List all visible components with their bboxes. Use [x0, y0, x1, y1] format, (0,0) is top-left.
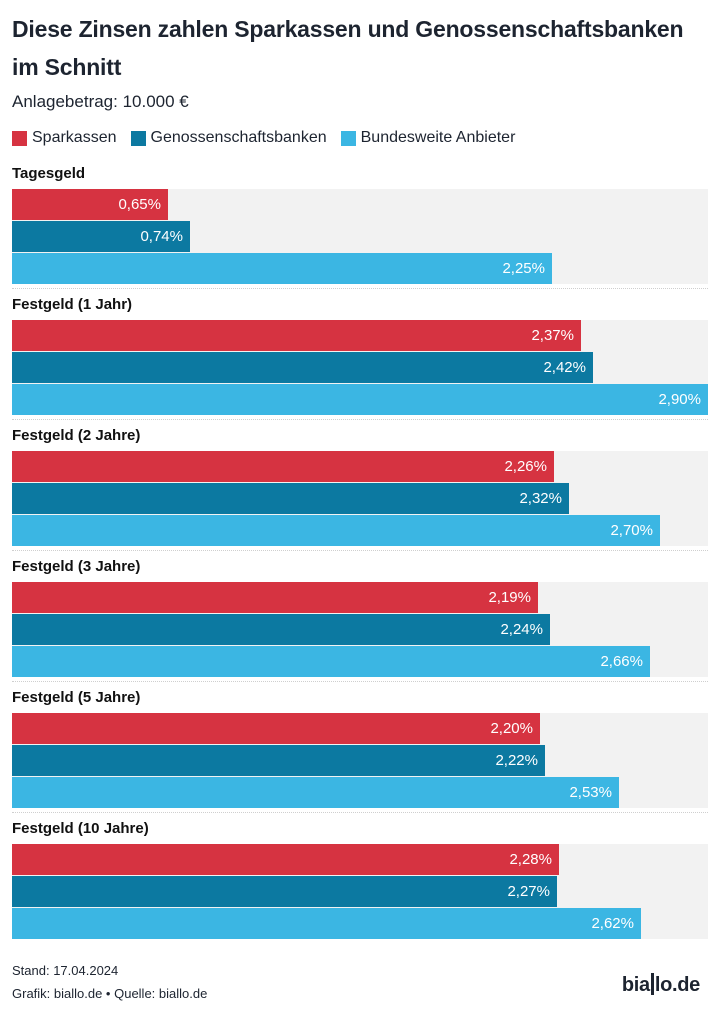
bar-genossenschaftsbanken: [12, 483, 569, 514]
data-label: 0,65%: [118, 196, 161, 213]
bar-genossenschaftsbanken: [12, 221, 190, 252]
bar-genossenschaftsbanken: [12, 876, 557, 907]
legend-swatch-bundesweite-anbieter: [340, 130, 356, 146]
bar-bundesweite-anbieter: [12, 908, 641, 939]
data-label: 2,66%: [600, 653, 643, 670]
data-label: 2,42%: [543, 359, 586, 376]
data-label: 2,62%: [591, 915, 634, 932]
data-label: 2,37%: [531, 327, 574, 344]
group-separator: [12, 550, 708, 551]
category-label: Tagesgeld: [12, 165, 86, 182]
data-label: 2,22%: [495, 752, 538, 769]
category-label: Festgeld (1 Jahr): [12, 296, 133, 313]
legend-label: Sparkassen: [32, 129, 117, 146]
data-label: 2,32%: [519, 490, 562, 507]
group-separator: [12, 419, 708, 420]
bar-bundesweite-anbieter: [12, 253, 552, 284]
chart-title: Diese Zinsen zahlen Sparkassen und Genos…: [12, 16, 684, 80]
legend-swatch-sparkassen: [12, 130, 27, 146]
data-label: 2,28%: [509, 851, 552, 868]
bar-bundesweite-anbieter: [12, 515, 660, 546]
category-label: Festgeld (10 Jahre): [12, 820, 149, 837]
footer-source: Grafik: biallo.de • Quelle: biallo.de: [12, 986, 208, 1001]
data-label: 2,70%: [610, 522, 653, 539]
bar-sparkassen: [12, 451, 554, 482]
legend-swatch-genossenschaftsbanken: [130, 130, 146, 146]
group-separator: [12, 812, 708, 813]
logo-text-right: lo.de: [654, 974, 700, 996]
bar-bundesweite-anbieter: [12, 646, 650, 677]
data-label: 2,25%: [502, 260, 545, 277]
category-label: Festgeld (2 Jahre): [12, 427, 141, 444]
data-label: 2,90%: [658, 391, 701, 408]
group-separator: [12, 288, 708, 289]
data-label: 0,74%: [140, 228, 183, 245]
bar-genossenschaftsbanken: [12, 745, 545, 776]
legend-item-bundesweite-anbieter: Bundesweite Anbieter: [340, 129, 516, 147]
data-label: 2,53%: [569, 784, 612, 801]
logo-text-left: bia: [621, 974, 650, 996]
bar-sparkassen: [12, 320, 581, 351]
bar-genossenschaftsbanken: [12, 614, 550, 645]
group-separator: [12, 681, 708, 682]
legend-item-genossenschaftsbanken: Genossenschaftsbanken: [130, 129, 327, 147]
category-label: Festgeld (3 Jahre): [12, 558, 141, 575]
bar-chart: Tagesgeld 0,65% 0,74% 2,25% Festgeld (1 Jahr…: [0, 160, 720, 950]
data-label: 2,26%: [504, 458, 547, 475]
data-label: 2,27%: [507, 883, 550, 900]
bar-sparkassen: [12, 713, 540, 744]
bar-sparkassen: [12, 582, 538, 613]
bar-sparkassen: [12, 189, 168, 220]
legend: Sparkassen Genossenschaftsbanken Bundesw…: [12, 129, 529, 147]
data-label: 2,24%: [500, 621, 543, 638]
bar-sparkassen: [12, 844, 559, 875]
legend-label: Genossenschaftsbanken: [150, 129, 327, 146]
bar-bundesweite-anbieter: [12, 384, 708, 415]
data-label: 2,19%: [488, 589, 531, 606]
category-label: Festgeld (5 Jahre): [12, 689, 141, 706]
biallo-logo: bia lo.de: [622, 973, 700, 997]
chart-subtitle: Anlagebetrag: 10.000 €: [12, 92, 189, 111]
bar-genossenschaftsbanken: [12, 352, 593, 383]
legend-label: Bundesweite Anbieter: [360, 129, 516, 146]
footer-date: Stand: 17.04.2024: [12, 963, 119, 978]
bar-bundesweite-anbieter: [12, 777, 619, 808]
data-label: 2,20%: [490, 720, 533, 737]
legend-item-sparkassen: Sparkassen: [12, 129, 117, 147]
logo-pipe: [650, 973, 654, 995]
